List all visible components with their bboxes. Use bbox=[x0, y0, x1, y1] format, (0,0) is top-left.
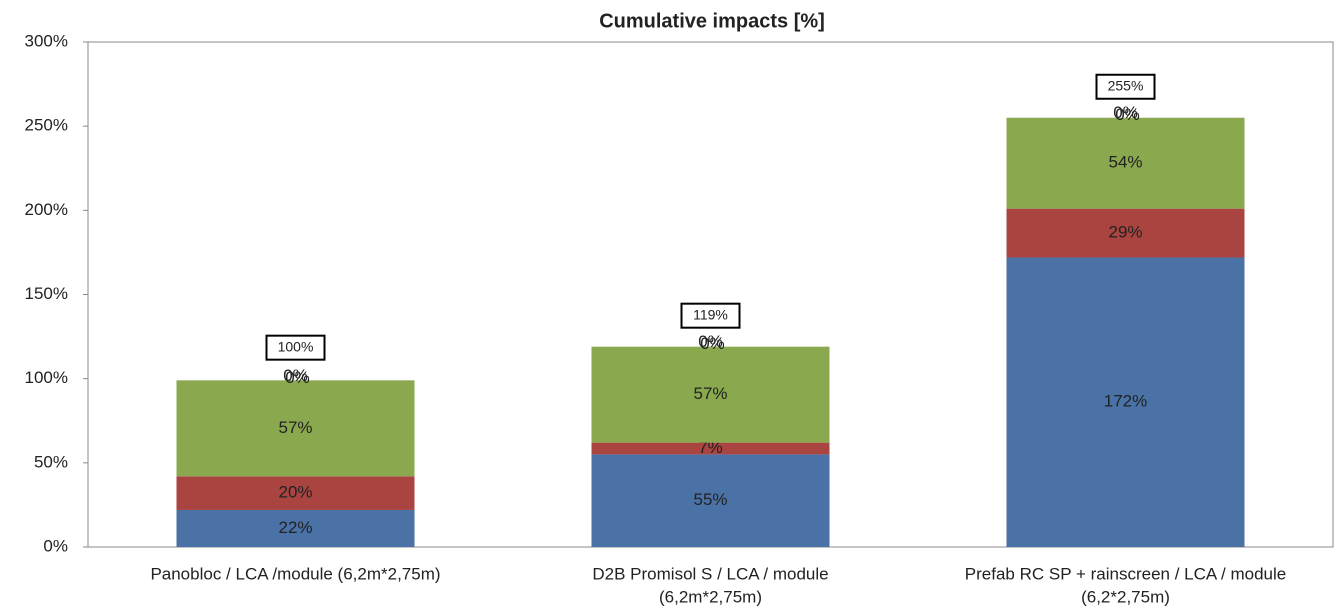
chart: Cumulative impacts [%] 0% 50% 100% 150% 200%… bbox=[0, 0, 1335, 611]
y-tick-label: 200% bbox=[25, 200, 68, 219]
value-label: 172% bbox=[1104, 392, 1147, 411]
y-tick-label: 0% bbox=[43, 536, 68, 555]
value-label: 29% bbox=[1108, 223, 1142, 242]
value-label: 0% bbox=[285, 368, 310, 387]
y-tick-label: 250% bbox=[25, 116, 68, 135]
value-label: 20% bbox=[278, 483, 312, 502]
x-tick-label: (6,2*2,75m) bbox=[1081, 587, 1170, 606]
total-label: 119% bbox=[693, 306, 728, 322]
value-label: 22% bbox=[278, 518, 312, 537]
total-label: 255% bbox=[1108, 77, 1144, 93]
value-label: 54% bbox=[1108, 153, 1142, 172]
y-tick-label: 50% bbox=[34, 452, 68, 471]
x-tick-label: Panobloc / LCA /module (6,2m*2,75m) bbox=[150, 564, 440, 583]
y-tick-label: 100% bbox=[25, 368, 68, 387]
y-tick-label: 150% bbox=[25, 284, 68, 303]
x-tick-label: Prefab RC SP + rainscreen / LCA / module bbox=[965, 564, 1286, 583]
x-tick-label: D2B Promisol S / LCA / module bbox=[592, 564, 828, 583]
chart-title: Cumulative impacts [%] bbox=[599, 10, 825, 32]
value-label: 55% bbox=[693, 490, 727, 509]
y-tick-label: 300% bbox=[25, 31, 68, 50]
value-label: 0% bbox=[1115, 105, 1140, 124]
value-label: 57% bbox=[693, 384, 727, 403]
page: Cumulative impacts [%] 0% 50% 100% 150% 200%… bbox=[0, 0, 1335, 616]
value-label: 57% bbox=[278, 418, 312, 437]
total-label: 100% bbox=[278, 338, 314, 354]
x-tick-label: (6,2m*2,75m) bbox=[659, 587, 762, 606]
value-label: 0% bbox=[700, 334, 725, 353]
